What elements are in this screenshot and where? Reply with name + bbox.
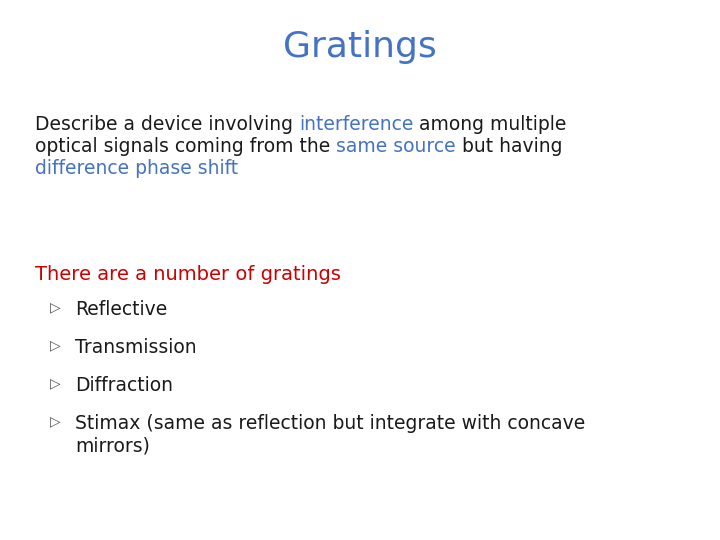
Text: interference: interference xyxy=(299,115,413,134)
Text: optical signals coming from the: optical signals coming from the xyxy=(35,137,336,156)
Text: There are a number of gratings: There are a number of gratings xyxy=(35,265,341,284)
Text: Reflective: Reflective xyxy=(75,300,167,319)
Text: Transmission: Transmission xyxy=(75,338,197,357)
Text: Diffraction: Diffraction xyxy=(75,376,173,395)
Text: ▷: ▷ xyxy=(50,376,60,390)
Text: but having: but having xyxy=(456,137,562,156)
Text: Stimax (same as reflection but integrate with concave: Stimax (same as reflection but integrate… xyxy=(75,414,585,433)
Text: ▷: ▷ xyxy=(50,414,60,428)
Text: Gratings: Gratings xyxy=(283,30,437,64)
Text: Describe a device involving: Describe a device involving xyxy=(35,115,299,134)
Text: ▷: ▷ xyxy=(50,338,60,352)
Text: same source: same source xyxy=(336,137,456,156)
Text: difference phase shift: difference phase shift xyxy=(35,159,238,178)
Text: mirrors): mirrors) xyxy=(75,436,150,455)
Text: ▷: ▷ xyxy=(50,300,60,314)
Text: among multiple: among multiple xyxy=(413,115,567,134)
